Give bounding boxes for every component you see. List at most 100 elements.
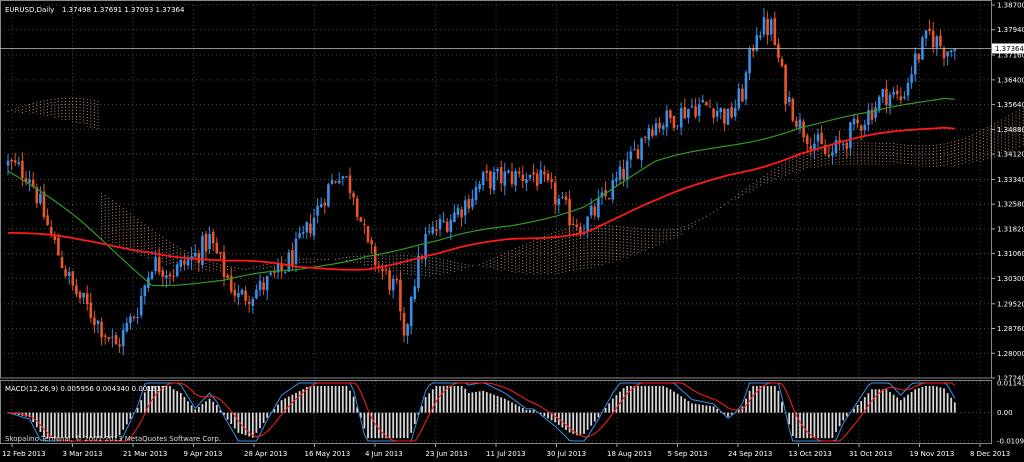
candle-body xyxy=(222,252,226,278)
candle-body xyxy=(553,182,557,205)
macd-histogram-bar xyxy=(266,412,269,418)
candle-body xyxy=(895,90,899,95)
macd-histogram-bar xyxy=(287,396,290,413)
candle-body xyxy=(517,171,521,174)
time-axis-label: 4 Jun 2013 xyxy=(365,450,403,458)
macd-histogram-bar xyxy=(511,402,513,413)
candle-body xyxy=(597,198,600,218)
macd-histogram-bar xyxy=(460,385,463,413)
time-axis-label: 13 Oct 2013 xyxy=(789,450,832,458)
candle-body xyxy=(913,53,917,75)
macd-histogram-bar xyxy=(629,385,632,413)
candle-body xyxy=(211,232,215,244)
candle-body xyxy=(172,276,175,278)
candle-body xyxy=(114,335,118,345)
macd-histogram-bar xyxy=(197,406,200,413)
candle-body xyxy=(492,172,496,191)
candle-body xyxy=(341,176,345,179)
candle-body xyxy=(442,221,445,223)
candle-body xyxy=(413,286,417,300)
candle-body xyxy=(705,101,708,106)
candle-body xyxy=(600,192,604,198)
macd-histogram-bar xyxy=(673,391,675,413)
macd-histogram-bar xyxy=(701,404,704,413)
candle-body xyxy=(726,108,730,125)
candle-body xyxy=(208,234,211,250)
candle-body xyxy=(165,275,168,279)
macd-histogram-bar xyxy=(187,401,189,413)
candle-body xyxy=(759,35,762,38)
candle-body xyxy=(64,269,67,277)
macd-histogram-bar xyxy=(644,385,647,413)
candle-body xyxy=(697,104,701,116)
macd-histogram-bar xyxy=(284,398,287,413)
candle-body xyxy=(769,19,773,35)
price-axis-label: 1.35640 xyxy=(997,101,1024,109)
candle-body xyxy=(831,152,834,156)
candle-body xyxy=(49,226,53,234)
macd-histogram-bar xyxy=(410,412,413,433)
candle-body xyxy=(773,18,777,46)
candle-body xyxy=(640,138,643,161)
candle-body xyxy=(280,263,283,272)
candle-body xyxy=(780,59,784,67)
candle-body xyxy=(204,233,208,252)
price-chart[interactable]: EURUSD,Daily 1.37498 1.37691 1.37093 1.37… xyxy=(0,0,1024,380)
time-axis-label: 16 May 2013 xyxy=(305,450,351,458)
candle-body xyxy=(690,105,694,108)
macd-histogram-bar xyxy=(680,396,683,413)
candle-body xyxy=(571,224,575,226)
candle-body xyxy=(903,96,906,99)
macd-histogram-bar xyxy=(352,396,355,413)
macd-histogram-bar xyxy=(302,389,305,413)
macd-histogram-bar xyxy=(388,412,391,439)
macd-histogram-bar xyxy=(320,385,323,413)
candle-body xyxy=(359,217,363,222)
candle-body xyxy=(503,171,507,186)
candle-body xyxy=(449,219,453,233)
macd-histogram-bar xyxy=(885,389,888,413)
macd-histogram-bar xyxy=(413,412,416,424)
candle-body xyxy=(143,285,147,296)
macd-histogram-bar xyxy=(579,412,582,435)
macd-histogram-bar xyxy=(669,389,672,413)
candle-body xyxy=(402,313,406,336)
macd-histogram-bar xyxy=(377,412,380,439)
macd-histogram-bar xyxy=(136,407,139,413)
macd-histogram-bar xyxy=(863,397,866,413)
macd-histogram xyxy=(7,385,956,439)
macd-histogram-bar xyxy=(737,409,740,413)
candle-body xyxy=(795,120,798,127)
candle-body xyxy=(899,96,903,101)
macd-histogram-bar xyxy=(687,400,690,413)
macd-histogram-bar xyxy=(550,412,553,421)
macd-histogram-bar xyxy=(773,385,776,413)
macd-histogram-bar xyxy=(140,400,143,413)
macd-histogram-bar xyxy=(482,390,485,413)
candle-body xyxy=(852,118,856,125)
macd-histogram-bar xyxy=(374,412,377,439)
macd-histogram-bar xyxy=(43,412,45,438)
candle-body xyxy=(514,171,517,186)
macd-histogram-bar xyxy=(647,385,650,413)
macd-histogram-bar xyxy=(453,385,456,413)
macd-histogram-bar xyxy=(122,412,125,430)
candle-body xyxy=(244,290,247,301)
candle-body xyxy=(687,108,690,118)
candle-body xyxy=(129,316,132,324)
macd-indicator-window[interactable]: MACD(12,26,9) 0.005956 0.004340 0.001617… xyxy=(0,380,1024,444)
candle-body xyxy=(345,176,348,178)
macd-histogram-bar xyxy=(233,412,236,429)
time-axis-label: 19 Nov 2013 xyxy=(910,450,955,458)
candle-body xyxy=(564,196,568,200)
candle-body xyxy=(618,166,622,180)
macd-histogram-bar xyxy=(478,391,481,413)
candle-body xyxy=(471,198,474,208)
chart-grid xyxy=(0,4,991,379)
macd-histogram-bar xyxy=(403,412,405,439)
macd-histogram-bar xyxy=(464,388,467,413)
candle-body xyxy=(201,235,204,265)
candle-body xyxy=(157,257,161,273)
price-axis-label: 1.37940 xyxy=(997,26,1024,34)
time-axis-label: 18 Aug 2013 xyxy=(607,450,652,458)
